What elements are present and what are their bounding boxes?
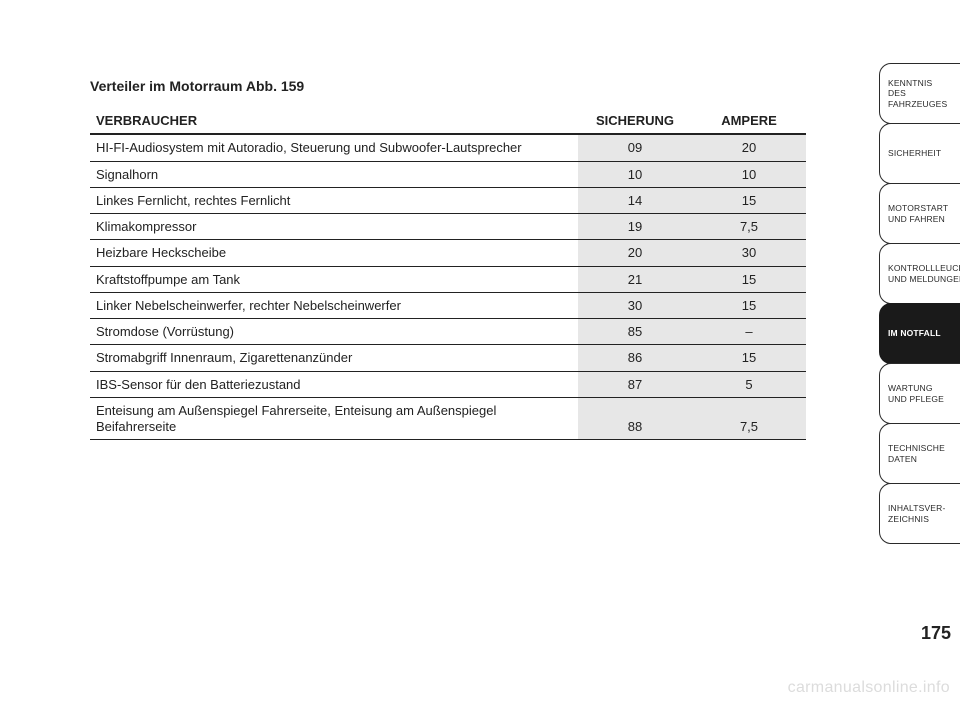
cell-ampere: 30 (692, 240, 806, 266)
cell-fuse: 19 (578, 214, 692, 240)
cell-ampere: 5 (692, 371, 806, 397)
page-number: 175 (921, 623, 951, 644)
cell-fuse: 09 (578, 134, 692, 161)
cell-desc: Signalhorn (90, 161, 578, 187)
nav-tab[interactable]: MOTORSTART UND FAHREN (879, 183, 960, 244)
table-row: Stromabgriff Innenraum, Zigarettenanzünd… (90, 345, 806, 371)
cell-fuse: 85 (578, 319, 692, 345)
section-title: Verteiler im Motorraum Abb. 159 (90, 78, 806, 94)
nav-tab[interactable]: INHALTSVER- ZEICHNIS (879, 483, 960, 544)
cell-ampere: 7,5 (692, 397, 806, 440)
cell-desc: Enteisung am Außenspiegel Fahrerseite, E… (90, 397, 578, 440)
nav-tab[interactable]: IM NOTFALL (879, 303, 960, 364)
nav-tab[interactable]: WARTUNG UND PFLEGE (879, 363, 960, 424)
cell-fuse: 20 (578, 240, 692, 266)
table-row: Linkes Fernlicht, rechtes Fernlicht1415 (90, 187, 806, 213)
cell-desc: Stromabgriff Innenraum, Zigarettenanzünd… (90, 345, 578, 371)
table-row: Stromdose (Vorrüstung)85– (90, 319, 806, 345)
cell-desc: Linkes Fernlicht, rechtes Fernlicht (90, 187, 578, 213)
watermark: carmanualsonline.info (788, 679, 950, 697)
fuse-table: VERBRAUCHER SICHERUNG AMPERE HI-FI-Audio… (90, 108, 806, 440)
nav-tab[interactable]: KENNTNIS DES FAHRZEUGES (879, 63, 960, 124)
cell-desc: HI-FI-Audiosystem mit Autoradio, Steueru… (90, 134, 578, 161)
cell-ampere: 15 (692, 266, 806, 292)
nav-tabs: KENNTNIS DES FAHRZEUGESSICHERHEITMOTORST… (879, 63, 960, 544)
cell-desc: Klimakompressor (90, 214, 578, 240)
col-header-desc: VERBRAUCHER (90, 108, 578, 134)
cell-ampere: 15 (692, 187, 806, 213)
cell-ampere: 15 (692, 345, 806, 371)
cell-ampere: 20 (692, 134, 806, 161)
cell-fuse: 87 (578, 371, 692, 397)
cell-desc: Stromdose (Vorrüstung) (90, 319, 578, 345)
manual-page: Verteiler im Motorraum Abb. 159 VERBRAUC… (0, 0, 960, 709)
nav-tab[interactable]: SICHERHEIT (879, 123, 960, 184)
cell-ampere: 7,5 (692, 214, 806, 240)
nav-tab[interactable]: KONTROLLLEUCHTEN UND MELDUNGEN (879, 243, 960, 304)
fuse-table-body: HI-FI-Audiosystem mit Autoradio, Steueru… (90, 134, 806, 440)
table-row: Klimakompressor197,5 (90, 214, 806, 240)
table-row: Linker Nebelscheinwerfer, rechter Nebels… (90, 292, 806, 318)
table-row: HI-FI-Audiosystem mit Autoradio, Steueru… (90, 134, 806, 161)
content-area: Verteiler im Motorraum Abb. 159 VERBRAUC… (90, 78, 806, 440)
cell-ampere: 10 (692, 161, 806, 187)
table-row: Signalhorn1010 (90, 161, 806, 187)
cell-fuse: 21 (578, 266, 692, 292)
cell-desc: IBS-Sensor für den Batteriezustand (90, 371, 578, 397)
table-row: Enteisung am Außenspiegel Fahrerseite, E… (90, 397, 806, 440)
cell-fuse: 30 (578, 292, 692, 318)
table-row: IBS-Sensor für den Batteriezustand875 (90, 371, 806, 397)
nav-tab[interactable]: TECHNISCHE DATEN (879, 423, 960, 484)
cell-desc: Heizbare Heckscheibe (90, 240, 578, 266)
cell-ampere: – (692, 319, 806, 345)
table-header-row: VERBRAUCHER SICHERUNG AMPERE (90, 108, 806, 134)
col-header-ampere: AMPERE (692, 108, 806, 134)
col-header-fuse: SICHERUNG (578, 108, 692, 134)
cell-desc: Linker Nebelscheinwerfer, rechter Nebels… (90, 292, 578, 318)
cell-fuse: 10 (578, 161, 692, 187)
cell-fuse: 88 (578, 397, 692, 440)
cell-ampere: 15 (692, 292, 806, 318)
table-row: Heizbare Heckscheibe2030 (90, 240, 806, 266)
cell-fuse: 14 (578, 187, 692, 213)
cell-desc: Kraftstoffpumpe am Tank (90, 266, 578, 292)
cell-fuse: 86 (578, 345, 692, 371)
table-row: Kraftstoffpumpe am Tank2115 (90, 266, 806, 292)
